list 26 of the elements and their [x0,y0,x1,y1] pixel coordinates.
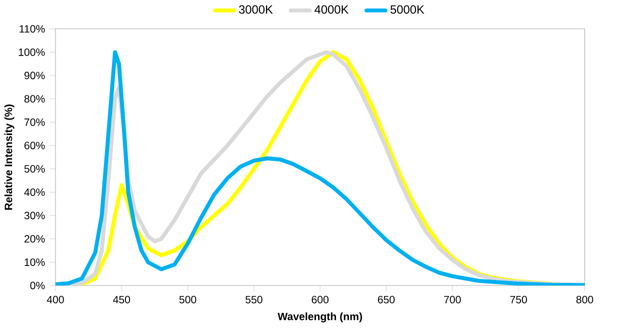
y-tick-label: 80% [24,95,45,103]
y-tick-label: 10% [24,258,45,266]
y-tick-label: 30% [24,212,45,220]
y-tick-label: 0% [30,282,45,290]
x-tick-label: 400 [46,296,64,304]
x-tick-label: 450 [113,296,130,304]
y-tick-label: 110% [20,25,45,33]
x-axis-title: Wavelength (nm) [278,312,362,322]
y-tick-label: 70% [24,118,45,126]
x-tick-label: 600 [312,296,329,304]
y-tick-label: 100% [18,48,45,56]
x-tick-label: 650 [378,296,395,304]
x-tick-label: 500 [179,296,196,304]
y-tick-label: 90% [24,72,45,80]
y-tick-label: 50% [24,165,45,173]
x-tick-label: 550 [246,296,262,304]
y-tick-label: 20% [24,235,45,243]
y-tick-label: 40% [24,188,45,196]
legend-label: 3000K [238,5,273,14]
legend-label: 4000K [314,5,349,14]
x-tick-label: 700 [444,296,461,304]
legend-label: 5000K [390,5,424,14]
y-axis-title: Relative Intensity (%) [4,104,14,210]
x-tick-label: 800 [576,296,594,304]
x-tick-label: 750 [510,296,527,304]
y-tick-label: 60% [24,142,45,150]
